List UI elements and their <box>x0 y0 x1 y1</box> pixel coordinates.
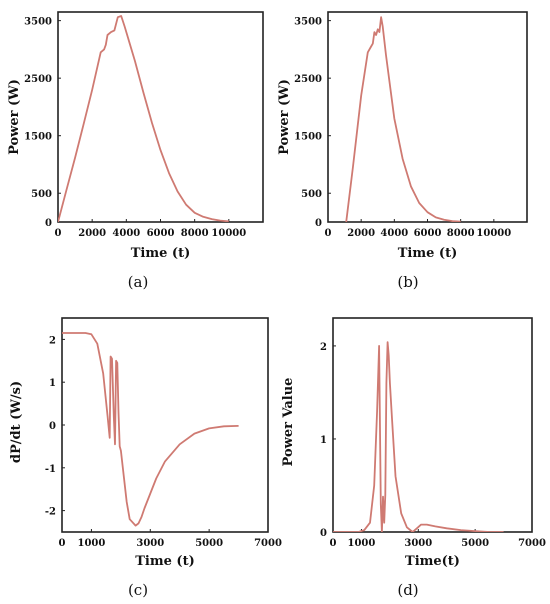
x-axis-label: Time (t) <box>135 554 194 569</box>
series-line-1 <box>62 332 239 527</box>
series-line-1 <box>333 341 504 532</box>
x-tick-label: 1000 <box>78 538 106 549</box>
y-tick-label: 500 <box>31 189 52 200</box>
y-axis-label: Power Value <box>281 378 296 467</box>
y-tick-label: 3500 <box>24 17 52 28</box>
x-axis-label: Time(t) <box>405 554 460 569</box>
y-tick-label: 3500 <box>294 17 322 28</box>
y-tick-label: -2 <box>45 507 56 518</box>
y-tick-label: 0 <box>315 218 322 229</box>
y-axis-label: Power (W) <box>277 79 292 155</box>
x-tick-label: 0 <box>59 538 66 549</box>
panel-caption: (a) <box>128 273 149 291</box>
y-tick-label: 2 <box>320 342 327 353</box>
x-tick-label: 10000 <box>476 228 511 239</box>
plot-frame <box>332 317 533 533</box>
x-tick-label: 0 <box>55 228 62 239</box>
x-tick-label: 3000 <box>136 538 164 549</box>
x-tick-label: 4000 <box>112 228 140 239</box>
x-tick-label: 5000 <box>195 538 223 549</box>
y-tick-label: 1500 <box>294 132 322 143</box>
y-tick-label: 0 <box>320 528 327 539</box>
series-line-1 <box>345 16 461 222</box>
y-tick-label: 2500 <box>24 74 52 85</box>
x-tick-label: 4000 <box>380 228 408 239</box>
x-tick-label: 7000 <box>254 538 282 549</box>
panel-caption: (c) <box>128 581 148 599</box>
x-tick-label: 2000 <box>78 228 106 239</box>
y-tick-label: 1 <box>49 378 56 389</box>
y-tick-label: 0 <box>49 421 56 432</box>
panel-a: 0 2000 4000 6000 8000 10000 0 500 1500 2500 3500 Ti… <box>7 11 264 291</box>
panel-d: 0 1000 3000 5000 7000 0 1 2 Time(t) Power Value (d… <box>281 317 546 599</box>
y-tick-label: 1500 <box>24 132 52 143</box>
x-tick-label: 6000 <box>147 228 175 239</box>
y-axis-label: dP/dt (W/s) <box>9 381 24 463</box>
x-tick-label: 2000 <box>347 228 375 239</box>
plot-frame <box>57 11 264 223</box>
x-tick-label: 7000 <box>518 538 546 549</box>
y-tick-label: 2 <box>49 335 56 346</box>
panel-b: 0 2000 4000 6000 8000 10000 0 500 1500 2500 3500 Ti… <box>277 11 528 291</box>
panel-c: 0 1000 3000 5000 7000 -2 -1 0 1 2 Time (t) dP/dt (W… <box>9 317 282 599</box>
plot-frame <box>61 317 269 533</box>
panel-caption: (b) <box>397 273 418 291</box>
y-tick-label: 0 <box>45 218 52 229</box>
y-tick-label: 2500 <box>294 74 322 85</box>
x-tick-label: 8000 <box>181 228 209 239</box>
x-tick-label: 0 <box>325 228 332 239</box>
series-line-1 <box>58 15 229 222</box>
x-tick-label: 0 <box>330 538 337 549</box>
x-axis-label: Time (t) <box>131 246 190 261</box>
y-axis-label: Power (W) <box>7 79 22 155</box>
x-tick-label: 6000 <box>414 228 442 239</box>
y-tick-label: -1 <box>45 464 56 475</box>
y-tick-label: 1 <box>320 435 327 446</box>
y-tick-label: 500 <box>301 189 322 200</box>
x-tick-label: 5000 <box>461 538 489 549</box>
x-axis-label: Time (t) <box>398 246 457 261</box>
x-tick-label: 3000 <box>404 538 432 549</box>
x-tick-label: 1000 <box>348 538 376 549</box>
x-tick-label: 10000 <box>211 228 246 239</box>
x-tick-label: 8000 <box>447 228 475 239</box>
panel-caption: (d) <box>397 581 418 599</box>
